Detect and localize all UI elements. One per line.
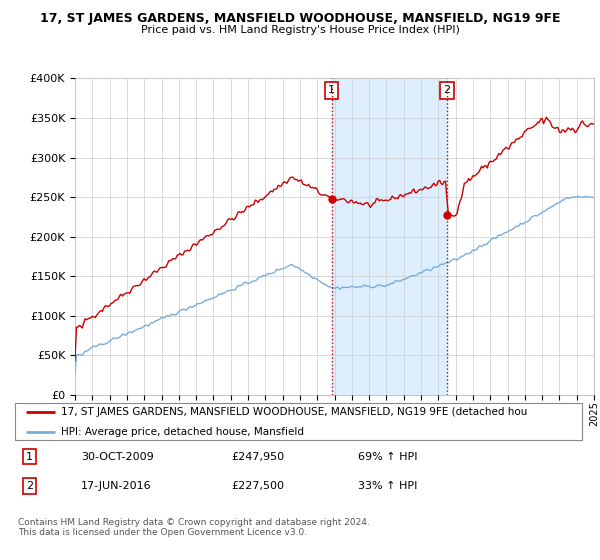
Text: 69% ↑ HPI: 69% ↑ HPI: [358, 451, 417, 461]
Text: 2: 2: [26, 481, 33, 491]
Text: Contains HM Land Registry data © Crown copyright and database right 2024.
This d: Contains HM Land Registry data © Crown c…: [18, 518, 370, 538]
Text: 2: 2: [443, 85, 451, 95]
Text: HPI: Average price, detached house, Mansfield: HPI: Average price, detached house, Mans…: [61, 427, 304, 437]
Text: 1: 1: [328, 85, 335, 95]
Text: £227,500: £227,500: [231, 481, 284, 491]
Text: 17-JUN-2016: 17-JUN-2016: [81, 481, 152, 491]
Text: £247,950: £247,950: [231, 451, 284, 461]
Text: 1: 1: [26, 451, 33, 461]
Text: 17, ST JAMES GARDENS, MANSFIELD WOODHOUSE, MANSFIELD, NG19 9FE (detached hou: 17, ST JAMES GARDENS, MANSFIELD WOODHOUS…: [61, 407, 527, 417]
Text: 17, ST JAMES GARDENS, MANSFIELD WOODHOUSE, MANSFIELD, NG19 9FE: 17, ST JAMES GARDENS, MANSFIELD WOODHOUS…: [40, 12, 560, 25]
Text: Price paid vs. HM Land Registry's House Price Index (HPI): Price paid vs. HM Land Registry's House …: [140, 25, 460, 35]
Text: 30-OCT-2009: 30-OCT-2009: [81, 451, 154, 461]
Text: 33% ↑ HPI: 33% ↑ HPI: [358, 481, 417, 491]
Bar: [332, 78, 447, 395]
FancyBboxPatch shape: [15, 403, 582, 440]
